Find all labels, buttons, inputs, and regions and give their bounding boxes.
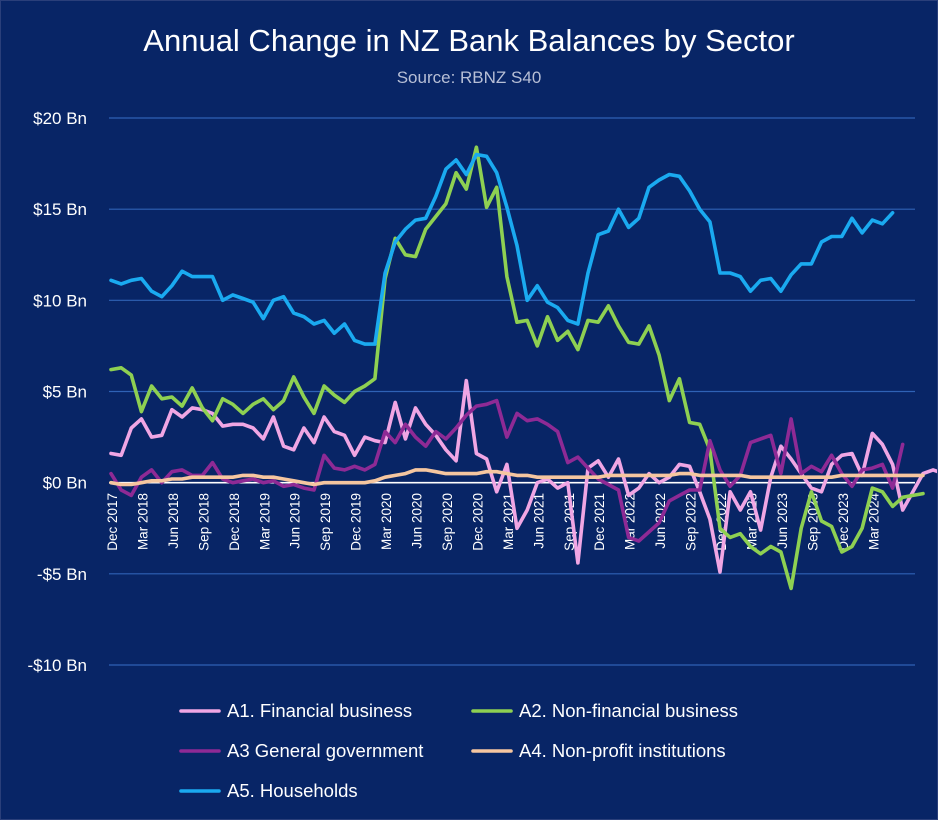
legend-label: A5. Households [227, 780, 358, 801]
series-line-government [109, 398, 905, 543]
y-tick-label: -$5 Bn [37, 565, 87, 584]
x-tick-label: Dec 2021 [592, 493, 607, 551]
x-tick-label: Jun 2020 [410, 493, 425, 549]
x-tick-label: Sep 2019 [318, 493, 333, 551]
x-tick-label: Sep 2022 [684, 493, 699, 551]
x-tick-label: Jun 2019 [288, 493, 303, 549]
y-tick-label: $10 Bn [33, 291, 87, 310]
series-line-households [109, 152, 895, 346]
x-tick-label: Dec 2019 [349, 493, 364, 551]
y-tick-label: $20 Bn [33, 109, 87, 128]
y-tick-label: $15 Bn [33, 200, 87, 219]
chart-title: Annual Change in NZ Bank Balances by Sec… [143, 23, 794, 58]
x-tick-label: Mar 2020 [379, 493, 394, 550]
x-tick-label: Mar 2018 [135, 493, 150, 550]
x-tick-label: Dec 2023 [836, 493, 851, 551]
x-tick-label: Dec 2020 [470, 493, 485, 551]
series-line-non-profit [109, 468, 925, 487]
grid-lines [109, 117, 915, 666]
x-tick-label: Dec 2018 [227, 493, 242, 551]
legend-label: A2. Non-financial business [519, 700, 738, 721]
y-tick-label: $5 Bn [43, 383, 87, 402]
x-tick-label: Mar 2022 [623, 493, 638, 550]
x-tick-label: Sep 2020 [440, 493, 455, 551]
y-tick-label: $0 Bn [43, 474, 87, 493]
legend-label: A3 General government [227, 740, 423, 761]
chart-subtitle: Source: RBNZ S40 [397, 68, 542, 87]
series-lines [109, 145, 937, 591]
y-axis-labels: $20 Bn $15 Bn $10 Bn $5 Bn $0 Bn -$5 Bn -$10 B… [27, 109, 87, 675]
x-tick-label: Jun 2018 [166, 493, 181, 549]
legend-label: A1. Financial business [227, 700, 412, 721]
x-tick-label: Mar 2024 [866, 493, 881, 551]
legend-label: A4. Non-profit institutions [519, 740, 726, 761]
x-tick-label: Jun 2021 [531, 493, 546, 549]
x-tick-label: Sep 2018 [196, 493, 211, 551]
x-tick-label: Jun 2023 [775, 493, 790, 549]
x-tick-label: Mar 2019 [257, 493, 272, 550]
x-tick-label: Dec 2017 [105, 493, 120, 551]
x-axis-labels: Dec 2017 Mar 2018 Jun 2018 Sep 2018 Dec 2018… [105, 493, 881, 551]
legend: A1. Financial business A2. Non-financial … [179, 700, 738, 801]
y-tick-label: -$10 Bn [27, 656, 87, 675]
series-line-non-financial [109, 145, 925, 591]
